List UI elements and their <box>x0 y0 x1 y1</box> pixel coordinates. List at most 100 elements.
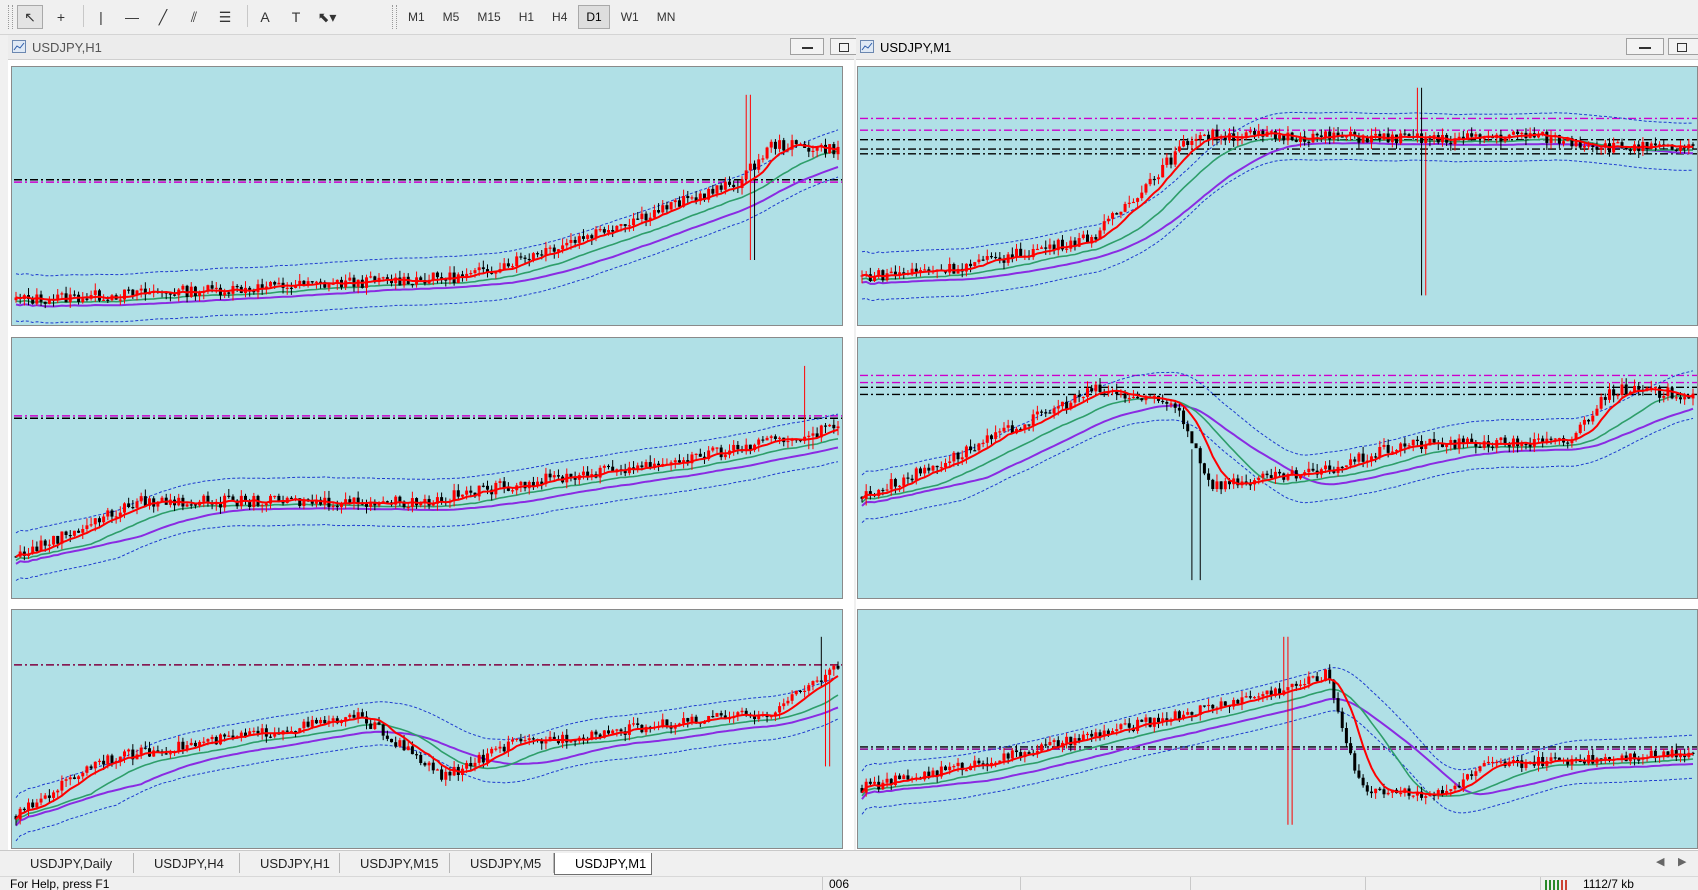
candle-body <box>994 256 998 259</box>
candle-body <box>60 293 64 295</box>
restore-button[interactable] <box>1668 38 1698 55</box>
vertical-line-icon[interactable]: | <box>99 9 103 25</box>
price-chart-h1-middle[interactable] <box>11 337 843 599</box>
tab-usdjpy-m1[interactable]: USDJPY,M1 <box>554 853 652 875</box>
price-chart-h1-top[interactable] <box>11 66 843 326</box>
chart-window-title: USDJPY,H1 <box>32 40 102 55</box>
candle-body <box>377 502 381 506</box>
toolbar-grip[interactable] <box>392 5 397 29</box>
candle-body <box>344 717 348 721</box>
candle-body <box>773 712 777 716</box>
tab-usdjpy-h4[interactable]: USDJPY,H4 <box>134 853 240 873</box>
cursor-arrow-icon[interactable]: ↖ <box>17 5 43 29</box>
text-label-icon[interactable]: T <box>291 9 301 25</box>
candle-body <box>1445 444 1449 448</box>
tab-usdjpy-daily[interactable]: USDJPY,Daily <box>10 853 134 873</box>
candlestick-chart[interactable] <box>12 67 843 326</box>
candle-body <box>1344 728 1348 744</box>
candle-body <box>264 503 268 506</box>
tab-scroll-right-icon[interactable]: ▶ <box>1678 856 1687 868</box>
candle-body <box>527 738 531 741</box>
status-connection[interactable]: 1112/7 kb <box>1540 877 1697 890</box>
candle-body <box>118 756 122 761</box>
candle-body <box>1131 201 1135 204</box>
candle-body <box>435 497 439 504</box>
candle-body <box>1198 135 1202 139</box>
timeframe-m1-button[interactable]: M1 <box>408 10 425 24</box>
toolbar-grip[interactable] <box>8 5 13 29</box>
text-icon[interactable]: A <box>260 9 270 25</box>
price-chart-m1-bottom[interactable] <box>857 609 1698 849</box>
minimize-button[interactable] <box>1626 38 1664 55</box>
trendline-icon[interactable]: ╱ <box>158 8 168 25</box>
restore-button[interactable] <box>830 38 858 55</box>
candle-body <box>294 731 298 733</box>
candle-body <box>139 496 143 502</box>
candle-body <box>782 140 786 151</box>
candle-body <box>1382 789 1386 795</box>
candle-body <box>811 433 815 436</box>
chart-window-title-bar[interactable]: USDJPY,M1 <box>856 35 1698 60</box>
candle-body <box>1428 794 1432 797</box>
candle-body <box>444 279 448 281</box>
equidistant-channel-icon[interactable]: ⫽ <box>190 8 198 25</box>
timeframe-m5-button[interactable]: M5 <box>442 10 460 24</box>
tab-usdjpy-m5[interactable]: USDJPY,M5 <box>450 853 554 873</box>
candle-body <box>1136 198 1140 202</box>
candle-body <box>298 728 302 733</box>
horizontal-line-icon[interactable]: — <box>125 9 139 25</box>
moving-average-fast <box>861 132 1694 278</box>
crosshair-icon[interactable]: + <box>56 9 66 25</box>
candle-body <box>206 285 210 292</box>
candle-body <box>786 440 790 443</box>
chart-window-title-bar[interactable]: USDJPY,H1 <box>8 35 858 60</box>
tab-usdjpy-m15[interactable]: USDJPY,M15 <box>340 853 450 873</box>
candlestick-chart[interactable] <box>858 338 1698 599</box>
price-chart-m1-middle[interactable] <box>857 337 1698 599</box>
candlestick-chart[interactable] <box>858 67 1698 326</box>
candle-body <box>206 495 210 504</box>
candle-body <box>794 140 798 144</box>
candle-body <box>1524 443 1528 446</box>
candle-body <box>1173 711 1177 720</box>
candle-body <box>394 742 398 747</box>
timeframe-mn-button[interactable]: MN <box>656 10 676 24</box>
timeframe-w1-button[interactable]: W1 <box>620 10 639 24</box>
candle-body <box>910 478 914 481</box>
candle-body <box>1403 443 1407 447</box>
candle-body <box>1507 444 1511 447</box>
candle-body <box>1223 481 1227 490</box>
candlestick-chart[interactable] <box>12 610 843 849</box>
candle-body <box>1056 239 1060 251</box>
tab-usdjpy-h1[interactable]: USDJPY,H1 <box>240 853 340 873</box>
candle-body <box>1411 439 1415 446</box>
candle-body <box>1369 456 1373 461</box>
price-chart-m1-top[interactable] <box>857 66 1698 326</box>
candle-body <box>1349 743 1353 754</box>
candlestick-chart[interactable] <box>12 338 843 599</box>
candlestick-chart[interactable] <box>858 610 1698 849</box>
status-profile: 006 <box>822 877 929 890</box>
timeframe-m15-button[interactable]: M15 <box>477 10 501 24</box>
price-chart-h1-bottom[interactable] <box>11 609 843 849</box>
candle-body <box>511 739 515 742</box>
candle-body <box>1365 785 1369 792</box>
candle-body <box>723 181 727 190</box>
candle-body <box>686 718 690 722</box>
minimize-button[interactable] <box>790 38 824 55</box>
candle-body <box>682 460 686 463</box>
candle-body <box>690 454 694 464</box>
candle-body <box>815 433 819 438</box>
candle-body <box>1482 137 1486 139</box>
candle-body <box>711 188 715 194</box>
timeframe-d1-button[interactable]: D1 <box>578 5 610 29</box>
candle-body <box>1227 481 1231 485</box>
timeframe-h4-button[interactable]: H4 <box>552 10 568 24</box>
fibonacci-retracement-icon[interactable]: ☰ <box>218 8 232 25</box>
candle-body <box>1545 131 1549 143</box>
tab-scroll-left-icon[interactable]: ◀ <box>1656 856 1665 868</box>
timeframe-h1-button[interactable]: H1 <box>518 10 535 24</box>
candle-body <box>573 740 577 742</box>
candle-body <box>1445 791 1449 794</box>
arrows-dropdown-icon[interactable]: ⬉▾ <box>317 8 337 25</box>
